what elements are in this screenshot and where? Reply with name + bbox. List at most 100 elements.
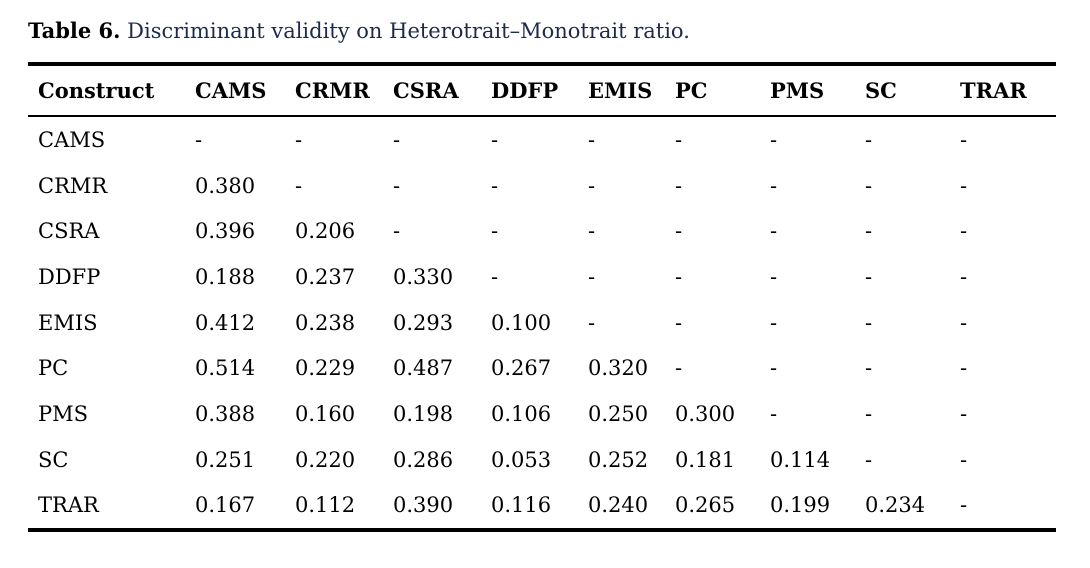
- cell-value: 0.114: [770, 447, 831, 472]
- cell-value: 0.380: [195, 173, 256, 198]
- row-label: CAMS: [38, 127, 106, 152]
- table-header: Construct CAMS CRMR CSRA DDFP EMIS PC PM…: [28, 64, 1056, 117]
- column-header-csra: CSRA: [383, 64, 481, 117]
- cell-value: -: [588, 173, 596, 198]
- cell-value: -: [770, 219, 778, 244]
- header-row: Construct CAMS CRMR CSRA DDFP EMIS PC PM…: [28, 64, 1056, 117]
- column-header-ddfp: DDFP: [481, 64, 578, 117]
- cell-value: 0.100: [491, 310, 552, 335]
- table-body: CAMS - - - - - - - - - CRMR 0.380 - - - - - - - - CSRA 0.396 0…: [28, 116, 1056, 530]
- cell-value: 0.487: [393, 356, 454, 381]
- table-row: CSRA 0.396 0.206 - - - - - - -: [28, 208, 1056, 254]
- table-row: CAMS - - - - - - - - -: [28, 116, 1056, 163]
- cell-value: -: [675, 219, 683, 244]
- cell-value: 0.293: [393, 310, 454, 335]
- cell-value: -: [960, 493, 968, 518]
- row-label: CSRA: [38, 219, 100, 244]
- cell-value: 0.198: [393, 401, 454, 426]
- cell-value: -: [675, 310, 683, 335]
- cell-value: -: [865, 127, 873, 152]
- cell-value: -: [960, 401, 968, 426]
- row-label: CRMR: [38, 173, 108, 198]
- cell-value: 0.238: [295, 310, 356, 335]
- cell-value: 0.267: [491, 356, 552, 381]
- cell-value: 0.412: [195, 310, 256, 335]
- cell-value: 0.514: [195, 356, 256, 381]
- column-header-pms: PMS: [760, 64, 855, 117]
- cell-value: -: [675, 264, 683, 289]
- table-row: CRMR 0.380 - - - - - - - -: [28, 163, 1056, 209]
- cell-value: -: [295, 173, 303, 198]
- cell-value: -: [865, 356, 873, 381]
- cell-value: -: [865, 401, 873, 426]
- cell-value: 0.206: [295, 219, 356, 244]
- table-caption-label: Table 6.: [28, 18, 121, 43]
- table-row: DDFP 0.188 0.237 0.330 - - - - - -: [28, 254, 1056, 300]
- cell-value: -: [865, 447, 873, 472]
- column-header-crmr: CRMR: [285, 64, 383, 117]
- cell-value: -: [491, 219, 499, 244]
- cell-value: -: [865, 173, 873, 198]
- cell-value: -: [675, 127, 683, 152]
- column-header-sc: SC: [855, 64, 950, 117]
- table-row: EMIS 0.412 0.238 0.293 0.100 - - - - -: [28, 300, 1056, 346]
- cell-value: 0.251: [195, 447, 256, 472]
- cell-value: -: [588, 264, 596, 289]
- cell-value: 0.188: [195, 264, 256, 289]
- cell-value: -: [675, 356, 683, 381]
- cell-value: 0.199: [770, 493, 831, 518]
- cell-value: 0.396: [195, 219, 256, 244]
- cell-value: -: [770, 356, 778, 381]
- cell-value: 0.252: [588, 447, 649, 472]
- table-row: PC 0.514 0.229 0.487 0.267 0.320 - - - -: [28, 345, 1056, 391]
- cell-value: 0.330: [393, 264, 454, 289]
- cell-value: -: [865, 219, 873, 244]
- cell-value: -: [960, 264, 968, 289]
- table-row: SC 0.251 0.220 0.286 0.053 0.252 0.181 0.114 - -: [28, 437, 1056, 483]
- cell-value: -: [770, 127, 778, 152]
- cell-value: 0.229: [295, 356, 356, 381]
- cell-value: -: [865, 310, 873, 335]
- column-header-pc: PC: [665, 64, 760, 117]
- cell-value: 0.106: [491, 401, 552, 426]
- column-header-emis: EMIS: [578, 64, 665, 117]
- table-caption-text: Discriminant validity on Heterotrait–Mon…: [127, 19, 690, 43]
- cell-value: 0.053: [491, 447, 552, 472]
- cell-value: -: [195, 127, 203, 152]
- cell-value: 0.234: [865, 493, 926, 518]
- column-header-construct: Construct: [28, 64, 185, 117]
- cell-value: -: [960, 447, 968, 472]
- cell-value: 0.265: [675, 493, 736, 518]
- cell-value: -: [393, 127, 401, 152]
- table-row: PMS 0.388 0.160 0.198 0.106 0.250 0.300 - - -: [28, 391, 1056, 437]
- row-label: SC: [38, 447, 69, 472]
- cell-value: 0.390: [393, 493, 454, 518]
- cell-value: -: [770, 310, 778, 335]
- cell-value: 0.286: [393, 447, 454, 472]
- cell-value: -: [491, 264, 499, 289]
- cell-value: -: [393, 173, 401, 198]
- row-label: PMS: [38, 401, 89, 426]
- cell-value: 0.116: [491, 493, 552, 518]
- cell-value: -: [770, 401, 778, 426]
- cell-value: 0.112: [295, 493, 356, 518]
- row-label: PC: [38, 356, 69, 381]
- cell-value: -: [960, 219, 968, 244]
- table-row: TRAR 0.167 0.112 0.390 0.116 0.240 0.265 0.199 0…: [28, 483, 1056, 531]
- table-caption: Table 6. Discriminant validity on Hetero…: [28, 17, 690, 45]
- cell-value: -: [393, 219, 401, 244]
- cell-value: 0.320: [588, 356, 649, 381]
- cell-value: -: [491, 127, 499, 152]
- cell-value: 0.160: [295, 401, 356, 426]
- cell-value: -: [770, 264, 778, 289]
- cell-value: 0.237: [295, 264, 356, 289]
- cell-value: -: [865, 264, 873, 289]
- cell-value: 0.220: [295, 447, 356, 472]
- row-label: EMIS: [38, 310, 98, 335]
- cell-value: -: [770, 173, 778, 198]
- cell-value: -: [960, 127, 968, 152]
- cell-value: -: [588, 310, 596, 335]
- cell-value: -: [588, 127, 596, 152]
- cell-value: 0.250: [588, 401, 649, 426]
